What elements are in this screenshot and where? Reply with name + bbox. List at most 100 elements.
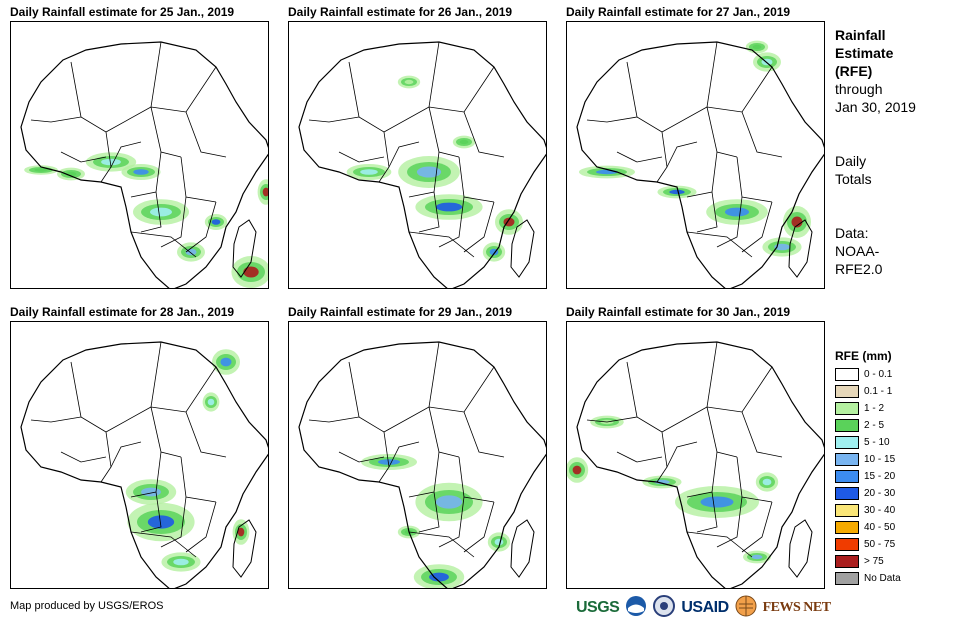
rain-core [207,398,215,406]
legend-item: 0 - 0.1 [835,366,901,383]
rain-core [34,168,48,172]
legend-item: 5 - 10 [835,434,901,451]
country-border [741,411,783,458]
panel-title: Daily Rainfall estimate for 25 Jan., 201… [10,5,235,19]
country-border [696,191,718,233]
legend-label: 0.1 - 1 [864,386,893,397]
through-line: Jan 30, 2019 [835,99,916,115]
side-title-line: (RFE) [835,63,873,79]
rain-core [751,554,763,560]
side-title-line: Rainfall [835,27,886,43]
country-border [741,111,783,158]
side-title-line: Estimate [835,45,894,61]
country-border [626,361,663,433]
legend-item: No Data [835,570,901,587]
country-border [70,361,107,433]
rain-core [360,169,378,175]
legend-item: 40 - 50 [835,519,901,536]
madagascar-coastline [788,519,813,578]
country-border [185,501,217,553]
rain-core [262,187,268,197]
rainfall-map [288,321,547,589]
rainfall-map [10,321,269,589]
africa-map-svg [576,40,824,288]
country-border [30,416,82,423]
rain-core [147,515,175,529]
country-border [383,341,440,433]
rain-core [211,219,221,225]
usaid-logo: USAID [681,599,729,616]
africa-coastline [576,41,824,288]
country-border [666,441,698,468]
side-info: Rainfall Estimate (RFE) through Jan 30, … [835,26,960,278]
rain-core [791,216,803,228]
country-border [388,141,420,168]
country-border [70,61,107,133]
country-border [140,491,162,533]
country-border [408,531,475,558]
country-border [150,66,217,113]
rain-core [133,169,149,175]
country-border [661,41,718,133]
dhs-seal-icon [653,594,676,622]
country-border [105,341,162,433]
legend-swatch [835,368,859,381]
country-border [706,406,738,458]
data-source-line: RFE2.0 [835,261,883,277]
legend-item: 20 - 30 [835,485,901,502]
country-border [586,416,638,423]
legend-item: 30 - 40 [835,502,901,519]
africa-map-svg [567,341,824,588]
madagascar-coastline [788,219,813,278]
country-border [741,201,773,253]
legend-label: > 75 [864,556,884,567]
data-source-line: Data: [835,225,869,241]
panel-title: Daily Rainfall estimate for 30 Jan., 201… [566,305,791,319]
country-border [130,231,197,258]
rain-core [774,243,790,251]
country-border [348,61,385,133]
country-border [706,66,773,113]
panel-title: Daily Rainfall estimate for 27 Jan., 201… [566,5,791,19]
legend-label: 15 - 20 [864,471,896,482]
country-border [586,116,638,123]
rain-core [173,558,189,566]
africa-coastline [298,341,546,588]
legend-label: 1 - 2 [864,403,885,414]
fews-net-logo: FEWS NET [762,600,831,615]
country-border [150,406,182,458]
rainfall-map [566,321,825,589]
legend-item: 15 - 20 [835,468,901,485]
country-border [428,406,460,458]
country-border [140,191,162,233]
legend-item: 0.1 - 1 [835,383,901,400]
data-source-line: NOAA- [835,243,880,259]
panel-title: Daily Rainfall estimate for 28 Jan., 201… [10,305,235,319]
madagascar-coastline [510,519,535,578]
africa-map-svg [20,41,268,288]
rain-core [494,538,504,546]
legend-item: 10 - 15 [835,451,901,468]
country-border [408,231,475,258]
legend-item: 1 - 2 [835,400,901,417]
country-border [428,66,495,113]
africa-coastline [576,341,824,588]
country-border [716,496,743,548]
legend: RFE (mm) 0 - 0.1 0.1 - 1 1 - 2 2 - 5 5 - 10 1… [835,349,901,587]
rain-core [435,495,463,509]
country-border [60,151,107,163]
country-border [463,201,495,253]
legend-label: 10 - 15 [864,454,896,465]
country-border [616,451,663,463]
legend-swatch [835,436,859,449]
legend-swatch [835,385,859,398]
through-line: through [835,81,883,97]
country-border [30,116,82,123]
legend-title: RFE (mm) [835,349,892,363]
country-border [716,196,743,248]
country-border [418,491,440,533]
legend-swatch [835,470,859,483]
country-border [626,61,663,133]
country-border [428,106,460,158]
credit-text: Map produced by USGS/EROS [10,600,164,612]
